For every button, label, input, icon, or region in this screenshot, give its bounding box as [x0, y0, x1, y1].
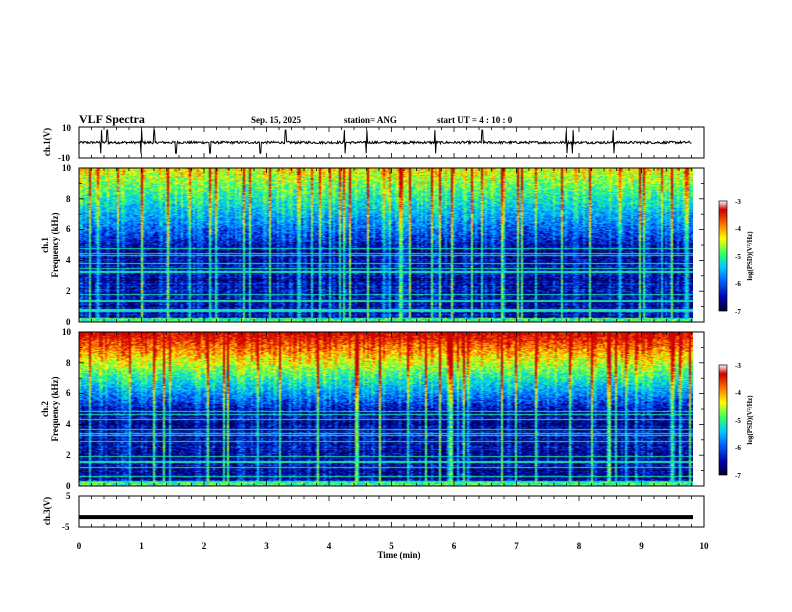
- spec2-cb-label: log(PSD)(V²/Hz): [746, 395, 754, 445]
- x-tick-label: 7: [514, 541, 519, 551]
- station-label: station= ANG: [344, 115, 397, 125]
- spec1-channel-label: ch.1: [40, 237, 50, 253]
- x-tick-label: 1: [139, 541, 144, 551]
- x-tick-label: 8: [577, 541, 582, 551]
- spec2-cb-tick-m5: -5: [735, 417, 741, 425]
- ch2-spectrogram-image: [79, 332, 693, 486]
- x-tick-label: 5: [389, 541, 394, 551]
- x-tick-label: 4: [327, 541, 332, 551]
- spec1-cb-tick-m6: -6: [735, 280, 741, 288]
- spec2-cb-tick-m7: -7: [735, 472, 741, 480]
- spec2-ytick-4: 4: [66, 419, 71, 429]
- spec1-cb-tick-m5: -5: [735, 253, 741, 261]
- x-tick-label: 0: [77, 541, 82, 551]
- tick-marks: [78, 127, 705, 527]
- spec2-colorbar: [718, 364, 728, 476]
- spec1-cb-tick-m4: -4: [735, 225, 741, 233]
- date-label: Sep. 15, 2025: [251, 115, 302, 125]
- spec2-ylabel: Frequency (kHz): [50, 376, 60, 441]
- spec1-ytick-0: 0: [66, 317, 71, 327]
- spec2-channel-label: ch.2: [40, 401, 50, 417]
- ch1-ytick-top: 10: [62, 123, 72, 133]
- spec2-cb-tick-m4: -4: [735, 389, 741, 397]
- x-axis-label: Time (min): [377, 550, 420, 560]
- spec1-ylabel: Frequency (kHz): [50, 212, 60, 277]
- spec2-cb-tick-m6: -6: [735, 444, 741, 452]
- spec2-ytick-2: 2: [66, 450, 71, 460]
- ch1-ylabel: ch.1(V): [42, 128, 52, 156]
- spec1-ytick-2: 2: [66, 286, 71, 296]
- spec1-cb-tick-m3: -3: [735, 198, 741, 206]
- ch1-spectrogram-panel: 0 2 4 6 8 10 ch.1 Frequency (kHz) -3 -4 …: [40, 163, 754, 327]
- spec2-ytick-6: 6: [66, 388, 71, 398]
- ch3-ytick-top: 5: [66, 491, 71, 501]
- spec1-ytick-4: 4: [66, 255, 71, 265]
- figure-title: VLF Spectra: [79, 112, 145, 126]
- ch1-ytick-bottom: -10: [58, 153, 70, 163]
- x-tick-label: 2: [202, 541, 207, 551]
- ch2-spectrogram-panel: 0 2 4 6 8 10 ch.2 Frequency (kHz) -3 -4 …: [40, 327, 754, 491]
- ch1-spectrogram-image: [79, 168, 693, 322]
- spec2-ytick-0: 0: [66, 481, 71, 491]
- spec2-ytick-8: 8: [66, 358, 71, 368]
- spec1-ytick-10: 10: [62, 163, 72, 173]
- ch1-waveform-trace: [78, 129, 692, 154]
- spec1-ytick-6: 6: [66, 224, 71, 234]
- spec1-cb-tick-m7: -7: [735, 308, 741, 316]
- ch3-ylabel: ch.3(V): [42, 497, 52, 525]
- spec1-colorbar: [718, 200, 728, 312]
- x-tick-label: 10: [700, 541, 710, 551]
- x-tick-label: 9: [639, 541, 644, 551]
- x-tick-label: 3: [264, 541, 269, 551]
- spec1-cb-label: log(PSD)(V²/Hz): [746, 231, 754, 281]
- spec1-ytick-8: 8: [66, 194, 71, 204]
- x-tick-label: 6: [452, 541, 457, 551]
- x-tick-labels: 0 1 2 3 4 5 6 7 8 9 10: [77, 541, 709, 551]
- ch3-ytick-bottom: -5: [62, 522, 70, 532]
- spec2-cb-tick-m3: -3: [735, 362, 741, 370]
- spec2-ytick-10: 10: [62, 327, 72, 337]
- start-ut-label: start UT = 4 : 10 : 0: [437, 115, 513, 125]
